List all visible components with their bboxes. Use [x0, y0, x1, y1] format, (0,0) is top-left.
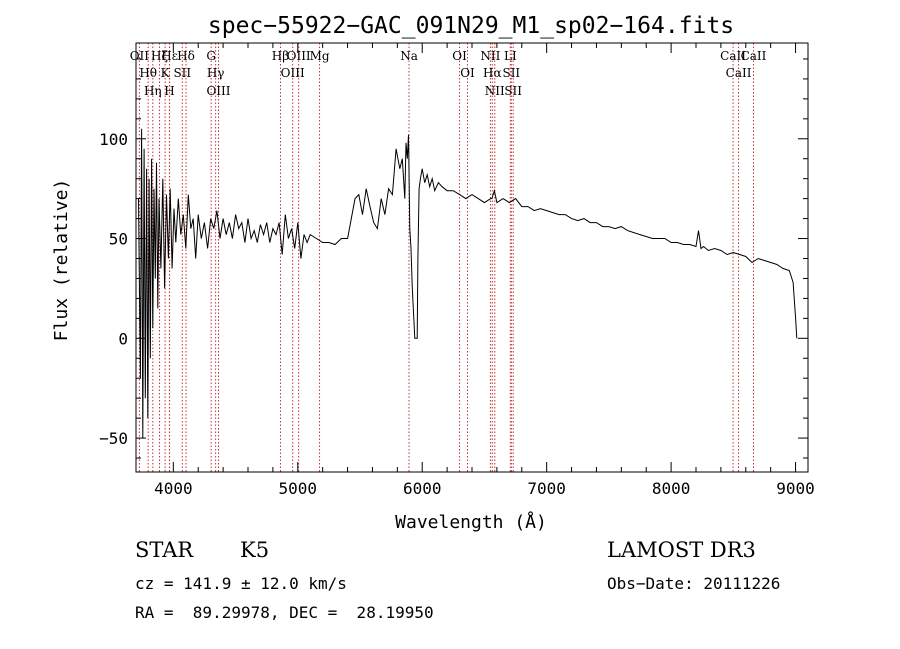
line-label-28: CaⅠⅠ — [741, 49, 767, 63]
y-tick-label: 0 — [118, 329, 128, 348]
line-label-21: Hα — [483, 66, 502, 80]
x-tick-label: 8000 — [652, 479, 691, 498]
x-axis-label: Wavelength (Å) — [395, 511, 547, 533]
line-label-13: Hβ — [272, 49, 289, 63]
line-label-27: CaⅠⅠ — [726, 66, 752, 80]
line-label-8: SⅠⅠ — [173, 66, 191, 80]
line-label-6: H — [164, 84, 174, 98]
x-tick-label: 4000 — [154, 479, 193, 498]
x-tick-label: 7000 — [527, 479, 566, 498]
x-tick-labels: 4000 5000 6000 7000 8000 9000 — [154, 479, 815, 498]
line-label-1: OⅠⅠ — [130, 49, 150, 63]
line-label-24: SⅠⅠ — [502, 66, 520, 80]
object-class: STAR — [135, 538, 194, 562]
coordinates: RA = 89.29978, DEC = 28.19950 — [135, 603, 434, 622]
line-label-9: Hδ — [177, 49, 195, 63]
plot-frame — [135, 42, 809, 473]
line-label-4: Hζ — [151, 49, 168, 63]
line-label-18: OⅠ — [452, 49, 467, 63]
line-label-5: K — [161, 66, 171, 80]
y-axis-label: Flux (relative) — [51, 179, 72, 342]
line-label-7: Hε — [161, 49, 178, 63]
line-label-14: OⅠⅠⅠ — [281, 66, 305, 80]
y-tick-labels: −50 0 50 100 — [99, 130, 128, 448]
chart-title: spec−55922−GAC_091N29_M1_sp02−164.fits — [208, 13, 734, 39]
line-label-2: Hθ — [139, 66, 157, 80]
line-label-23: LⅠ — [504, 49, 517, 63]
line-label-3: Hη — [144, 84, 162, 98]
x-tick-label: 9000 — [776, 479, 815, 498]
line-label-17: Na — [400, 49, 418, 63]
line-label-26: CaⅠⅠ — [720, 49, 746, 63]
line-label-10: G — [206, 49, 216, 63]
survey-name: LAMOST DR3 — [607, 538, 756, 562]
y-tick-label: −50 — [99, 429, 128, 448]
axis-ticks — [136, 43, 808, 472]
x-tick-label: 5000 — [279, 479, 318, 498]
x-tick-label: 6000 — [403, 479, 442, 498]
spectral-line-markers — [138, 43, 754, 472]
line-label-20: NⅠⅠ — [480, 49, 500, 63]
line-label-22: NⅠⅠ — [485, 84, 505, 98]
y-tick-label: 100 — [99, 130, 128, 149]
line-label-11: Hγ — [207, 66, 225, 80]
y-tick-label: 50 — [109, 230, 128, 249]
spectrum-line — [138, 128, 798, 439]
redshift-cz: cz = 141.9 ± 12.0 km/s — [135, 574, 347, 593]
line-label-25: SⅠⅠ — [504, 84, 522, 98]
object-subclass: K5 — [240, 538, 270, 562]
line-label-15: OⅠⅠⅠ — [287, 49, 311, 63]
line-label-12: OⅠⅠⅠ — [206, 84, 230, 98]
line-label-19: OⅠ — [460, 66, 475, 80]
line-label-16: Mg — [310, 49, 330, 63]
obs-date: Obs−Date: 20111226 — [607, 574, 781, 593]
